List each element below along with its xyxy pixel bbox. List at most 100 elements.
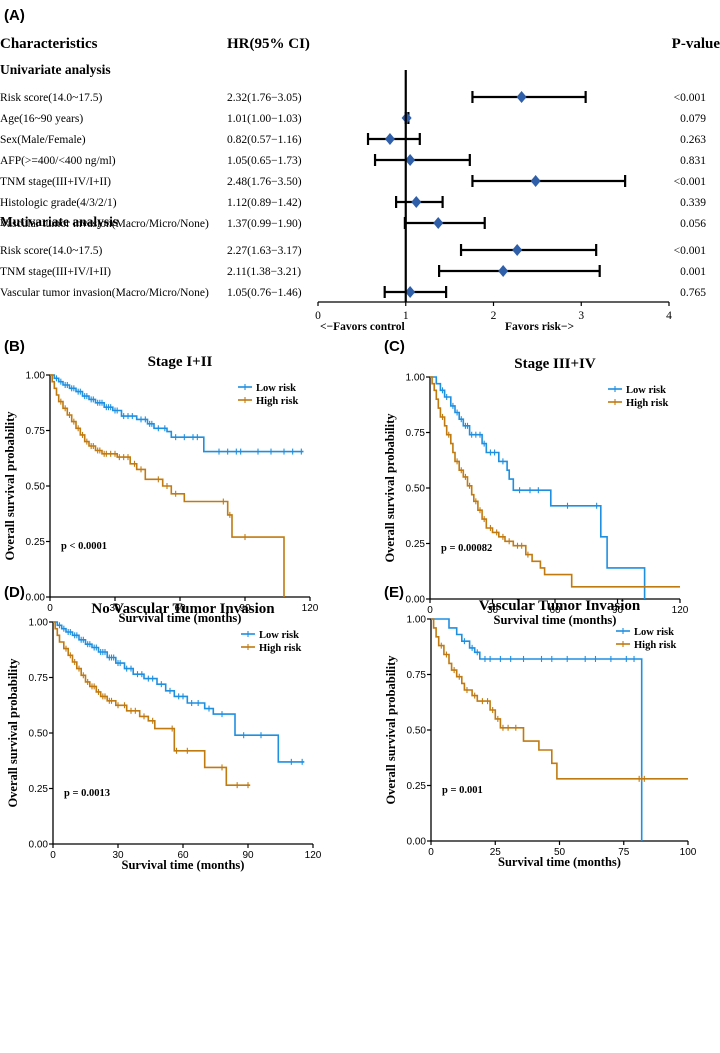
y-tick-label: 0.00 (29, 840, 49, 851)
favors-risk-label: Favors risk−> (505, 321, 574, 333)
low-risk-curve (430, 376, 646, 599)
y-tick-label: 0.50 (29, 729, 49, 740)
hr-diamond (530, 175, 541, 187)
row-pvalue: 0.079 (680, 113, 706, 125)
plot-title: Vascular Tumor Invasion (479, 598, 641, 614)
x-tick-label: 25 (490, 847, 502, 858)
x-tick-label: 0 (47, 603, 53, 614)
legend-low-label: Low risk (634, 627, 674, 638)
row-pvalue: 0.056 (680, 218, 706, 230)
low-risk-curve (50, 374, 304, 453)
panel-label: (C) (384, 338, 405, 355)
legend-high-label: High risk (634, 640, 676, 651)
row-label: Risk score(14.0~17.5) (0, 92, 103, 104)
y-axis-title: Overall survival probability (384, 655, 398, 805)
hr-diamond (411, 196, 422, 208)
legend-low-label: Low risk (256, 383, 296, 394)
row-pvalue: 0.765 (680, 287, 706, 299)
row-pvalue: 0.001 (680, 266, 706, 278)
y-tick-label: 0.25 (26, 537, 46, 548)
y-tick-label: 1.00 (26, 371, 46, 382)
x-tick-label: 0 (50, 850, 56, 861)
y-tick-label: 0.75 (26, 426, 46, 437)
panel-label: (E) (384, 584, 404, 601)
x-axis-title: Survival time (months) (119, 611, 242, 625)
row-label: Vascular tumor invasion(Macro/Micro/None… (0, 287, 209, 299)
forest-x-tick-label: 2 (491, 310, 497, 322)
plot-title: Stage I+II (148, 354, 213, 370)
y-tick-label: 0.00 (407, 837, 427, 848)
x-tick-label: 90 (239, 603, 251, 614)
y-tick-label: 0.75 (407, 670, 427, 681)
x-tick-label: 30 (112, 850, 124, 861)
km-plot-stage-iii-iv: (C)Stage III+IV0.000.250.500.751.000 30 60… (383, 338, 689, 627)
x-tick-label: 30 (109, 603, 121, 614)
row-label: Risk score(14.0~17.5) (0, 245, 103, 257)
row-pvalue: 0.339 (680, 197, 706, 209)
section-title: Univariate analysis (0, 62, 111, 77)
x-tick-label: 60 (177, 850, 189, 861)
row-label: Age(16~90 years) (0, 113, 83, 125)
y-axis-title: Overall survival probability (6, 658, 20, 808)
row-pvalue: 0.831 (680, 155, 706, 167)
y-tick-label: 1.00 (407, 615, 427, 626)
high-risk-curve (430, 376, 680, 588)
x-tick-label: 120 (305, 850, 322, 861)
row-hr-ci: 1.37(0.99−1.90) (227, 218, 302, 230)
y-axis-title: Overall survival probability (3, 411, 17, 561)
row-hr-ci: 0.82(0.57−1.16) (227, 134, 302, 146)
y-tick-label: 1.00 (406, 373, 426, 384)
y-tick-label: 0.25 (407, 781, 427, 792)
x-tick-label: 120 (672, 605, 689, 616)
x-tick-label: 0 (427, 605, 433, 616)
row-hr-ci: 2.32(1.76−3.05) (227, 92, 302, 104)
x-axis-title: Survival time (months) (122, 858, 245, 872)
row-pvalue: 0.263 (680, 134, 706, 146)
row-pvalue: <0.001 (674, 176, 707, 188)
favors-control-label: <−Favors control (320, 321, 405, 333)
low-risk-curve (431, 618, 643, 841)
km-plot-vascular-invasion: (E) Vascular Tumor Invasion 0.00 0.25 0.50 0.… (384, 584, 697, 869)
row-hr-ci: 1.05(0.76−1.46) (227, 287, 302, 299)
row-label: Vascular tumor invasion(Macro/Micro/None… (0, 218, 209, 230)
y-tick-label: 0.75 (406, 428, 426, 439)
km-plot-no-vascular-invasion: (D) No Vascular Tumor Invasion 0.00 0.25 0.5… (4, 584, 322, 872)
row-hr-ci: 1.05(0.65−1.73) (227, 155, 302, 167)
legend-high-label: High risk (626, 398, 668, 409)
panel-label: (D) (4, 584, 25, 601)
x-axis-title: Survival time (months) (494, 613, 617, 627)
hr-diamond (405, 286, 416, 298)
y-tick-label: 0.50 (406, 484, 426, 495)
x-tick-label: 100 (680, 847, 697, 858)
x-tick-label: 0 (428, 847, 434, 858)
row-label: Histologic grade(4/3/2/1) (0, 197, 117, 209)
row-hr-ci: 2.11(1.38−3.21) (227, 266, 301, 278)
forest-plot-panel: (A) Characteristics HR(95% CI) P-value Univa… (0, 7, 720, 333)
hr-diamond (516, 91, 527, 103)
hr-diamond (498, 265, 509, 277)
forest-x-tick-label: 4 (666, 310, 672, 322)
x-tick-label: 30 (487, 605, 499, 616)
x-axis-title: Survival time (months) (498, 855, 621, 869)
p-value-label: p = 0.0013 (64, 788, 110, 799)
legend-low-label: Low risk (259, 630, 299, 641)
header-characteristics: Characteristics (0, 36, 98, 52)
row-label: TNM stage(III+IV/I+II) (0, 266, 111, 278)
row-pvalue: <0.001 (674, 92, 707, 104)
y-tick-label: 0.50 (407, 726, 427, 737)
x-tick-label: 90 (242, 850, 254, 861)
high-risk-curve (53, 621, 251, 786)
y-tick-label: 0.25 (29, 784, 49, 795)
hr-diamond (433, 217, 444, 229)
section-title: Mutivariate analysis (0, 214, 118, 229)
row-hr-ci: 1.12(0.89−1.42) (227, 197, 302, 209)
y-tick-label: 0.50 (26, 482, 46, 493)
low-risk-curve (53, 621, 305, 763)
header-hr: HR(95% CI) (227, 36, 310, 52)
plot-title: Stage III+IV (514, 356, 596, 372)
row-hr-ci: 2.48(1.76−3.50) (227, 176, 302, 188)
legend-high-label: High risk (256, 396, 298, 407)
plot-title: No Vascular Tumor Invasion (91, 601, 275, 617)
km-plot-stage-i-ii: (B) Stage I+II 0.00 0.25 0.50 0.75 1.00 0 30 60 90… (3, 338, 319, 625)
